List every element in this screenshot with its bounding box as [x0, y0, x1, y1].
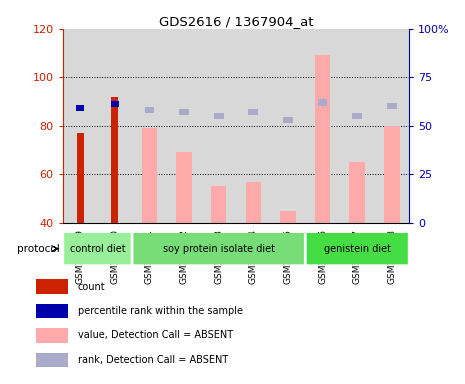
Bar	[36, 353, 68, 367]
Bar	[280, 210, 296, 223]
Text: count: count	[78, 281, 105, 291]
FancyBboxPatch shape	[306, 233, 408, 264]
Bar	[211, 186, 226, 223]
Bar	[349, 162, 365, 223]
Bar	[374, 29, 409, 223]
Bar	[340, 29, 374, 223]
Bar	[384, 126, 400, 223]
Bar	[111, 97, 118, 223]
Bar	[166, 29, 201, 223]
Bar	[36, 280, 68, 294]
Bar	[36, 304, 68, 318]
Text: value, Detection Call = ABSENT: value, Detection Call = ABSENT	[78, 330, 233, 340]
Bar	[179, 109, 189, 115]
Text: control diet: control diet	[70, 243, 125, 254]
Bar	[201, 29, 236, 223]
Title: GDS2616 / 1367904_at: GDS2616 / 1367904_at	[159, 15, 313, 28]
Text: soy protein isolate diet: soy protein isolate diet	[163, 243, 275, 254]
Bar	[387, 103, 397, 109]
Bar	[145, 107, 154, 113]
Bar	[76, 105, 84, 111]
FancyBboxPatch shape	[133, 233, 304, 264]
Bar	[63, 29, 98, 223]
Bar	[236, 29, 271, 223]
Bar	[305, 29, 340, 223]
Bar	[318, 99, 327, 106]
Text: protocol: protocol	[17, 243, 60, 254]
Bar	[141, 128, 157, 223]
Text: genistein diet: genistein diet	[324, 243, 391, 254]
Bar	[132, 29, 166, 223]
Bar	[352, 113, 362, 119]
Bar	[246, 182, 261, 223]
Bar	[214, 113, 224, 119]
Bar	[36, 328, 68, 343]
Bar	[77, 133, 84, 223]
Bar	[271, 29, 305, 223]
Bar	[98, 29, 132, 223]
Bar	[248, 109, 258, 115]
Text: rank, Detection Call = ABSENT: rank, Detection Call = ABSENT	[78, 355, 228, 365]
Text: percentile rank within the sample: percentile rank within the sample	[78, 306, 243, 316]
Bar	[283, 117, 293, 123]
Bar	[176, 152, 192, 223]
FancyBboxPatch shape	[64, 233, 131, 264]
Bar	[111, 101, 119, 108]
Bar	[315, 55, 331, 223]
